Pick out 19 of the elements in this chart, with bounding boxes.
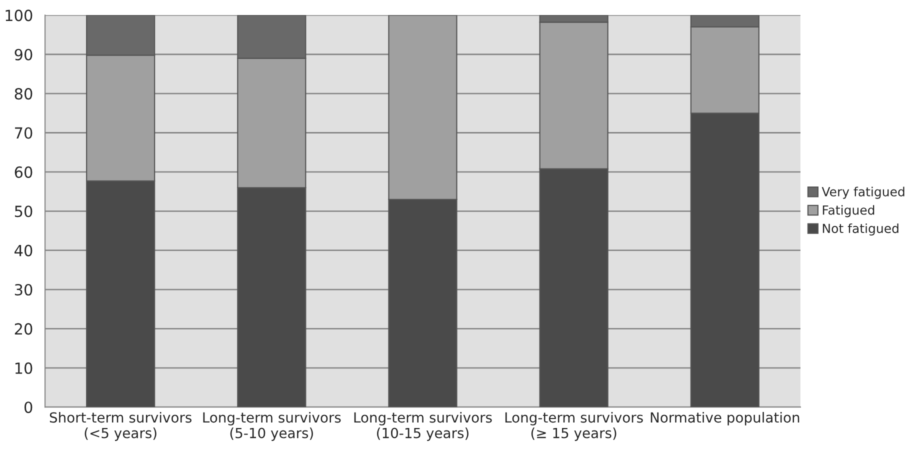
y-tick-label: 90: [14, 48, 32, 60]
x-tick-label: Long-term survivors (10-15 years): [354, 412, 492, 441]
y-tick-label: 20: [14, 323, 32, 335]
legend-label: Fatigued: [822, 205, 874, 218]
x-tick-label: Normative population: [650, 412, 800, 426]
y-tick-label: 40: [14, 244, 32, 256]
x-tick-label: Short-term survivors (<5 years): [50, 412, 192, 441]
y-tick-label: 50: [14, 206, 32, 218]
x-tick-label: Long-term survivors (5-10 years): [203, 412, 341, 441]
y-tick-label: 70: [15, 127, 32, 139]
y-tick-label: 10: [15, 362, 32, 374]
y-tick-label: 30: [14, 284, 32, 296]
y-tick-label: 0: [24, 402, 32, 414]
y-tick-label: 100: [6, 10, 32, 22]
y-tick-label: 60: [14, 166, 32, 178]
x-tick-label: Long-term survivors (≥ 15 years): [505, 412, 643, 441]
legend-label: Not fatigued: [822, 223, 898, 236]
legend-label: Very fatigued: [822, 186, 904, 199]
y-tick-label: 80: [14, 88, 32, 100]
